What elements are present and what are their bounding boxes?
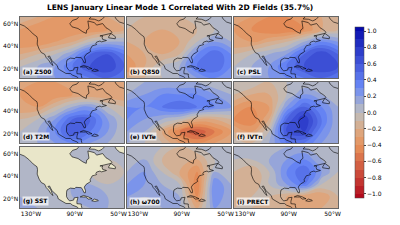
svg-text:20°N: 20°N [3,130,18,137]
svg-text:40°N: 40°N [3,172,18,179]
svg-text:0.4: 0.4 [367,76,377,83]
svg-text:0.2: 0.2 [367,92,377,99]
svg-text:(a) Z500: (a) Z500 [23,68,52,75]
svg-text:130°W: 130°W [128,210,148,217]
svg-text:(c) PSL: (c) PSL [237,68,261,75]
svg-text:0.0: 0.0 [367,109,377,116]
svg-text:(b) Q850: (b) Q850 [130,68,160,75]
svg-text:LENS January Linear Mode 1 Cor: LENS January Linear Mode 1 Correlated Wi… [47,3,313,12]
svg-text:50°W: 50°W [217,210,234,217]
svg-text:60°N: 60°N [3,150,18,157]
svg-text:(f) IVTn: (f) IVTn [237,133,262,140]
svg-text:40°N: 40°N [3,107,18,114]
svg-text:(d) T2M: (d) T2M [23,133,49,140]
svg-text:−1.0: −1.0 [367,190,382,197]
svg-text:(i) PRECT: (i) PRECT [237,198,269,205]
svg-text:(e) IVTe: (e) IVTe [130,133,156,140]
svg-text:60°N: 60°N [3,20,18,27]
svg-text:1.0: 1.0 [367,27,377,34]
svg-text:40°N: 40°N [3,42,18,49]
svg-text:(g) SST: (g) SST [23,197,48,205]
svg-text:130°W: 130°W [235,210,255,217]
svg-text:−0.6: −0.6 [367,157,382,164]
svg-text:50°W: 50°W [110,210,127,217]
svg-text:60°N: 60°N [3,85,18,92]
svg-text:130°W: 130°W [21,210,41,217]
svg-text:−0.4: −0.4 [367,141,382,148]
svg-text:(h) ω700: (h) ω700 [130,198,160,205]
svg-text:−0.2: −0.2 [367,125,382,132]
svg-text:90°W: 90°W [280,210,297,217]
svg-text:20°N: 20°N [3,195,18,202]
svg-text:0.6: 0.6 [367,60,377,67]
svg-text:0.8: 0.8 [367,43,377,50]
svg-text:50°W: 50°W [324,210,341,217]
svg-text:−0.8: −0.8 [367,174,382,181]
svg-text:90°W: 90°W [173,210,190,217]
svg-text:20°N: 20°N [3,65,18,72]
svg-text:90°W: 90°W [66,210,83,217]
